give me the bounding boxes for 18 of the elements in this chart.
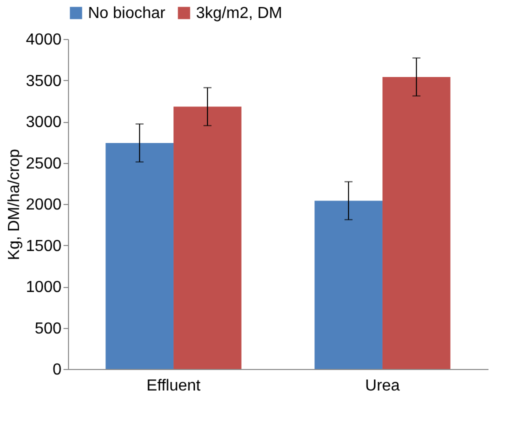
y-axis-title: Kg, DM/ha/crop	[6, 148, 23, 260]
bar	[106, 142, 174, 369]
legend-label: 3kg/m2, DM	[196, 5, 282, 22]
bar	[382, 76, 450, 369]
y-tick-label: 2000	[26, 196, 62, 214]
bar	[314, 200, 382, 369]
x-tick-label: Effluent	[146, 378, 202, 394]
bar	[174, 106, 242, 369]
y-tick-label: 1500	[26, 238, 62, 255]
y-tick-label: 3500	[26, 72, 62, 90]
y-tick-label: 500	[34, 320, 62, 338]
legend-label: No biochar	[88, 5, 166, 22]
y-tick-label: 2500	[26, 155, 62, 172]
y-tick-label: 0	[52, 362, 62, 378]
y-tick-label: 1000	[26, 279, 62, 296]
y-tick-label: 4000	[26, 32, 62, 48]
x-tick-label: Urea	[365, 378, 400, 394]
y-tick-label: 3000	[26, 114, 62, 131]
